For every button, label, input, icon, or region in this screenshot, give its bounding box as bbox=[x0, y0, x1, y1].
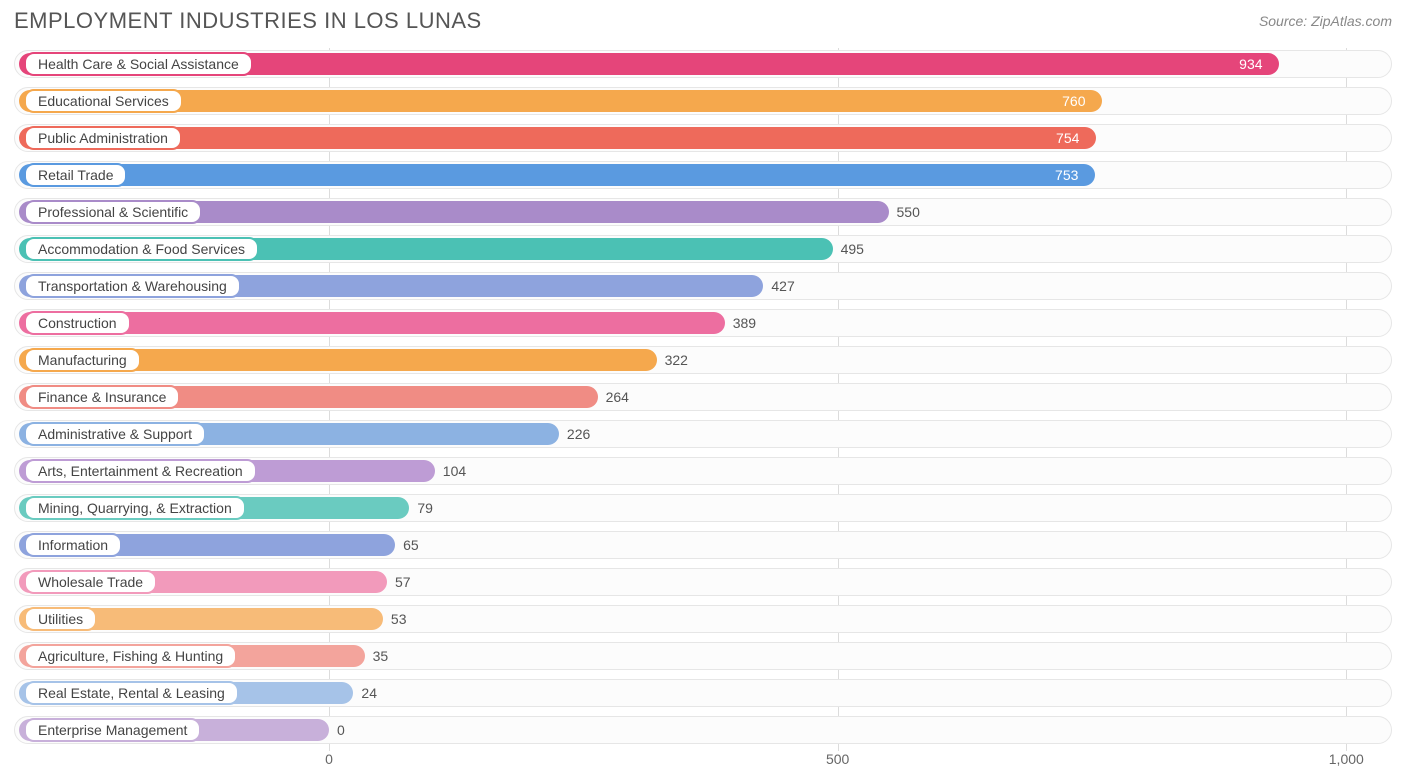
bar-value-label: 104 bbox=[443, 463, 466, 479]
bar-category-pill: Agriculture, Fishing & Hunting bbox=[24, 644, 237, 668]
bar-value-label: 760 bbox=[1062, 93, 1085, 109]
bar-row: Educational Services 760 bbox=[14, 85, 1392, 117]
x-axis: 0 500 1,000 bbox=[14, 751, 1392, 773]
bar-value-label: 389 bbox=[733, 315, 756, 331]
bar-value-label: 65 bbox=[403, 537, 419, 553]
bar-row: Health Care & Social Assistance 934 bbox=[14, 48, 1392, 80]
bar-value-label: 550 bbox=[897, 204, 920, 220]
bar-category-pill: Construction bbox=[24, 311, 131, 335]
bar-category-pill: Transportation & Warehousing bbox=[24, 274, 241, 298]
bar-row: Retail Trade 753 bbox=[14, 159, 1392, 191]
bar-value-label: 0 bbox=[337, 722, 345, 738]
bar-category-pill: Health Care & Social Assistance bbox=[24, 52, 253, 76]
bar-category-pill: Information bbox=[24, 533, 122, 557]
bar-value-label: 226 bbox=[567, 426, 590, 442]
bar-fill bbox=[19, 164, 1095, 186]
bar-value-label: 57 bbox=[395, 574, 411, 590]
bar-category-pill: Administrative & Support bbox=[24, 422, 206, 446]
bar-value-label: 24 bbox=[361, 685, 377, 701]
bar-row: Public Administration 754 bbox=[14, 122, 1392, 154]
bar-category-pill: Real Estate, Rental & Leasing bbox=[24, 681, 239, 705]
bar-category-pill: Public Administration bbox=[24, 126, 182, 150]
bar-category-pill: Educational Services bbox=[24, 89, 183, 113]
bar-value-label: 53 bbox=[391, 611, 407, 627]
bar-row: Administrative & Support 226 bbox=[14, 418, 1392, 450]
bar-value-label: 934 bbox=[1239, 56, 1262, 72]
bar-category-pill: Wholesale Trade bbox=[24, 570, 157, 594]
bar-value-label: 264 bbox=[606, 389, 629, 405]
bar-row: Finance & Insurance 264 bbox=[14, 381, 1392, 413]
source-name: ZipAtlas.com bbox=[1311, 13, 1392, 29]
source-attribution: Source: ZipAtlas.com bbox=[1259, 13, 1392, 29]
bar-value-label: 753 bbox=[1055, 167, 1078, 183]
bar-row: Transportation & Warehousing 427 bbox=[14, 270, 1392, 302]
bar-row: Mining, Quarrying, & Extraction 79 bbox=[14, 492, 1392, 524]
bar-value-label: 754 bbox=[1056, 130, 1079, 146]
axis-tick-label: 500 bbox=[826, 751, 849, 767]
bar-value-label: 427 bbox=[771, 278, 794, 294]
chart-area: Health Care & Social Assistance 934 Educat… bbox=[14, 48, 1392, 773]
bar-category-pill: Manufacturing bbox=[24, 348, 141, 372]
bar-category-pill: Arts, Entertainment & Recreation bbox=[24, 459, 257, 483]
bar-value-label: 79 bbox=[417, 500, 433, 516]
bar-row: Utilities 53 bbox=[14, 603, 1392, 635]
bar-category-pill: Accommodation & Food Services bbox=[24, 237, 259, 261]
bar-row: Wholesale Trade 57 bbox=[14, 566, 1392, 598]
axis-tick-label: 0 bbox=[325, 751, 333, 767]
bar-category-pill: Retail Trade bbox=[24, 163, 127, 187]
bar-category-pill: Professional & Scientific bbox=[24, 200, 202, 224]
bar-category-pill: Mining, Quarrying, & Extraction bbox=[24, 496, 246, 520]
bar-row: Information 65 bbox=[14, 529, 1392, 561]
bar-category-pill: Utilities bbox=[24, 607, 97, 631]
bar-row: Accommodation & Food Services 495 bbox=[14, 233, 1392, 265]
bar-category-pill: Finance & Insurance bbox=[24, 385, 180, 409]
bar-value-label: 495 bbox=[841, 241, 864, 257]
axis-tick-label: 1,000 bbox=[1329, 751, 1364, 767]
bar-value-label: 322 bbox=[665, 352, 688, 368]
chart-title: EMPLOYMENT INDUSTRIES IN LOS LUNAS bbox=[14, 8, 482, 34]
bar-row: Enterprise Management 0 bbox=[14, 714, 1392, 746]
bar-row: Agriculture, Fishing & Hunting 35 bbox=[14, 640, 1392, 672]
bar-row: Construction 389 bbox=[14, 307, 1392, 339]
bar-category-pill: Enterprise Management bbox=[24, 718, 201, 742]
bar-row: Professional & Scientific 550 bbox=[14, 196, 1392, 228]
bar-row: Real Estate, Rental & Leasing 24 bbox=[14, 677, 1392, 709]
bar-row: Arts, Entertainment & Recreation 104 bbox=[14, 455, 1392, 487]
source-prefix: Source: bbox=[1259, 13, 1311, 29]
bar-row: Manufacturing 322 bbox=[14, 344, 1392, 376]
bar-value-label: 35 bbox=[373, 648, 389, 664]
